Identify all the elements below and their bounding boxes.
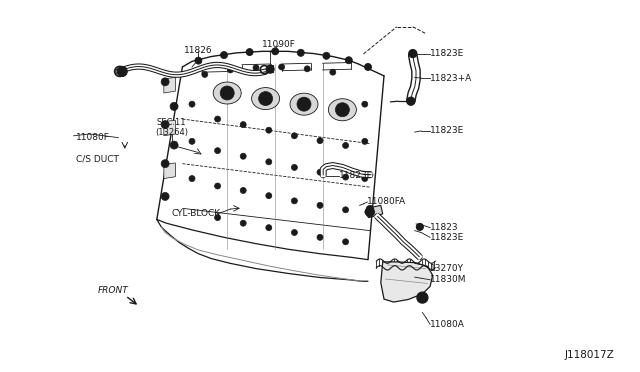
Circle shape [214, 116, 221, 122]
Circle shape [161, 160, 169, 168]
Text: 11080FA: 11080FA [367, 198, 406, 206]
Ellipse shape [328, 99, 356, 121]
Text: 11823E: 11823E [430, 126, 465, 135]
Circle shape [161, 78, 169, 86]
Circle shape [195, 57, 202, 64]
Circle shape [291, 198, 298, 204]
Circle shape [266, 225, 272, 231]
Circle shape [227, 67, 234, 73]
Circle shape [240, 187, 246, 193]
Polygon shape [268, 65, 273, 72]
Circle shape [419, 295, 426, 301]
Circle shape [253, 65, 259, 71]
Text: 11080F: 11080F [76, 133, 109, 142]
Circle shape [189, 138, 195, 144]
Circle shape [240, 153, 246, 159]
Circle shape [330, 69, 336, 75]
Circle shape [298, 49, 304, 56]
Circle shape [362, 101, 368, 107]
Circle shape [297, 97, 311, 111]
Circle shape [240, 220, 246, 226]
Circle shape [266, 159, 272, 165]
Circle shape [240, 122, 246, 128]
Circle shape [304, 66, 310, 72]
Circle shape [214, 215, 221, 221]
Circle shape [272, 48, 278, 55]
Circle shape [317, 138, 323, 144]
Circle shape [317, 234, 323, 240]
Polygon shape [164, 163, 175, 179]
Circle shape [335, 103, 349, 117]
Text: 11823E: 11823E [339, 171, 374, 180]
Text: 11823+A: 11823+A [430, 74, 472, 83]
Circle shape [417, 292, 428, 303]
Circle shape [317, 202, 323, 208]
Circle shape [342, 239, 349, 245]
Text: 11080A: 11080A [430, 320, 465, 329]
Ellipse shape [290, 93, 318, 115]
Circle shape [189, 101, 195, 107]
Polygon shape [164, 120, 175, 136]
Circle shape [342, 207, 349, 213]
Circle shape [362, 176, 368, 182]
Circle shape [161, 121, 169, 129]
Circle shape [202, 71, 208, 77]
Text: 11830M: 11830M [430, 275, 467, 284]
Circle shape [323, 52, 330, 59]
Polygon shape [164, 77, 175, 93]
Ellipse shape [213, 82, 241, 104]
Text: CYL-BLOCK: CYL-BLOCK [172, 209, 221, 218]
Text: 11826: 11826 [184, 46, 212, 55]
Circle shape [417, 224, 423, 230]
Circle shape [214, 183, 221, 189]
Circle shape [266, 193, 272, 199]
Circle shape [170, 141, 178, 149]
Circle shape [407, 97, 415, 105]
Circle shape [362, 138, 368, 144]
Circle shape [342, 174, 349, 180]
Circle shape [317, 169, 323, 175]
Circle shape [220, 86, 234, 100]
Text: C/S DUCT: C/S DUCT [76, 155, 118, 164]
Text: 11823: 11823 [430, 223, 459, 232]
Text: 13270Y: 13270Y [430, 264, 464, 273]
Circle shape [214, 148, 221, 154]
Circle shape [409, 49, 417, 58]
Ellipse shape [252, 87, 280, 110]
Text: (13264): (13264) [155, 128, 188, 137]
Circle shape [117, 67, 127, 76]
Circle shape [170, 102, 178, 110]
Circle shape [246, 49, 253, 55]
Circle shape [365, 64, 371, 70]
Circle shape [266, 65, 274, 73]
Text: 11823E: 11823E [430, 49, 465, 58]
Circle shape [259, 92, 273, 106]
Circle shape [189, 176, 195, 182]
Circle shape [266, 127, 272, 133]
Circle shape [221, 52, 227, 58]
Text: 11823E: 11823E [430, 233, 465, 242]
Circle shape [367, 206, 373, 212]
Circle shape [291, 133, 298, 139]
Circle shape [365, 208, 374, 217]
Circle shape [278, 64, 285, 70]
Circle shape [342, 142, 349, 148]
Polygon shape [365, 205, 383, 218]
Text: FRONT: FRONT [97, 286, 128, 295]
Circle shape [346, 57, 352, 64]
Circle shape [291, 164, 298, 170]
Text: 11090F: 11090F [262, 40, 295, 49]
Polygon shape [381, 262, 433, 302]
Circle shape [291, 230, 298, 235]
Text: J118017Z: J118017Z [564, 350, 614, 360]
Circle shape [161, 192, 169, 201]
Text: SEC.11: SEC.11 [157, 118, 186, 126]
